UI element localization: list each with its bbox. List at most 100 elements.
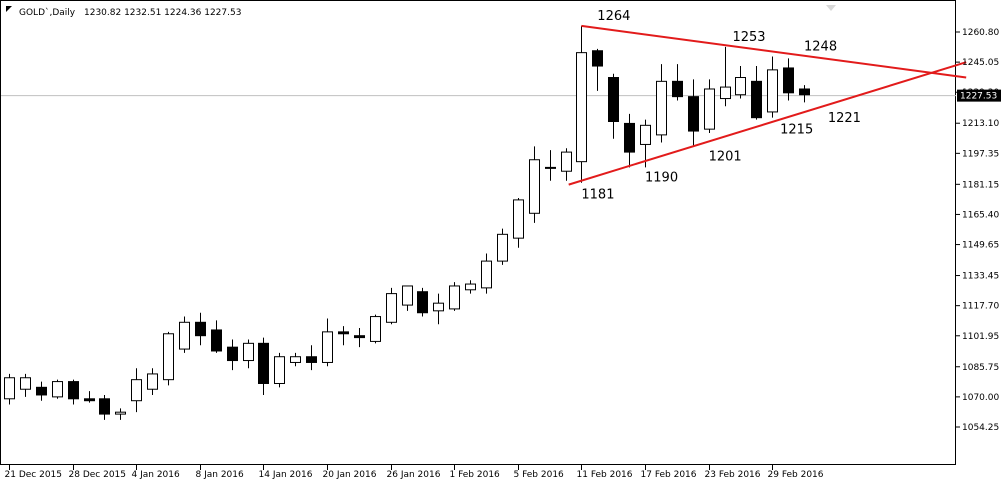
y-tick-label: 1245.05	[962, 58, 999, 68]
x-tick-label: 5 Feb 2016	[514, 470, 565, 480]
y-tick-label: 1149.65	[962, 241, 999, 251]
candle-body-down	[306, 356, 317, 363]
candle	[576, 25, 587, 183]
candle-body-down	[688, 96, 699, 132]
candle	[354, 328, 365, 348]
candle-body-up	[290, 356, 301, 363]
candle-body-up	[274, 356, 285, 384]
x-tick-label: 8 Jan 2016	[196, 470, 244, 480]
candle-body-up	[640, 124, 651, 145]
current-price-label: 1227.53	[960, 92, 997, 102]
candle	[258, 337, 269, 395]
candle	[147, 368, 158, 395]
candle	[163, 331, 174, 386]
candle-body-down	[195, 321, 206, 337]
candle	[720, 46, 731, 107]
candle-body-up	[561, 151, 572, 172]
price-annotation: 1248	[804, 39, 837, 54]
trendline-upper	[581, 24, 967, 79]
candle	[243, 339, 254, 369]
candle-body-down	[338, 331, 349, 335]
y-tick-label: 1165.40	[962, 210, 999, 220]
candle	[195, 312, 206, 346]
candle	[4, 373, 15, 405]
y-tick-label: 1133.45	[962, 272, 999, 282]
candle-body-up	[465, 283, 476, 291]
candle-body-up	[131, 379, 142, 402]
candle	[211, 320, 222, 353]
price-axis: 1260.801245.051229.301213.101197.351181.…	[956, 28, 1001, 433]
candle-body-up	[735, 77, 746, 96]
candle-body-up	[720, 86, 731, 100]
time-axis: 21 Dec 2015 28 Dec 2015 4 Jan 2016 8 Jan 20…	[5, 465, 824, 480]
x-tick-label: 11 Feb 2016	[577, 470, 633, 480]
candle-body-down	[99, 398, 110, 415]
candle	[322, 318, 333, 367]
candle	[52, 379, 63, 399]
candle	[417, 287, 428, 317]
scroll-shift-icon[interactable]	[826, 5, 836, 11]
x-tick-label: 23 Feb 2016	[705, 470, 761, 480]
y-tick-label: 1101.95	[962, 332, 999, 342]
candle	[306, 345, 317, 371]
candle-body-down	[592, 50, 603, 67]
candle	[402, 285, 413, 311]
candle	[704, 79, 715, 133]
price-annotation: 1215	[780, 123, 813, 138]
candle	[481, 253, 492, 294]
candle-body-down	[672, 80, 683, 98]
candle-body-up	[4, 377, 15, 400]
candle-body-down	[783, 67, 794, 94]
candle	[68, 379, 79, 405]
candle-body-down	[227, 346, 238, 362]
candle	[592, 48, 603, 91]
candle	[84, 391, 95, 403]
candle	[624, 113, 635, 168]
y-tick-label: 1070.00	[962, 393, 999, 403]
candle-body-up	[656, 80, 667, 136]
candle-body-up	[322, 331, 333, 363]
y-tick-label: 1117.70	[962, 302, 999, 312]
candle-body-up	[513, 199, 524, 239]
candle	[386, 287, 397, 325]
x-tick-label: 20 Jan 2016	[323, 470, 377, 480]
candle	[672, 64, 683, 101]
y-tick-label: 1197.35	[962, 149, 999, 159]
candle	[131, 368, 142, 413]
chart-symbol-label: GOLD`,Daily	[19, 7, 76, 18]
candle	[20, 373, 31, 397]
candle-body-up	[115, 411, 126, 415]
candle	[561, 148, 572, 181]
x-tick-label: 29 Feb 2016	[768, 470, 824, 480]
trendlines	[568, 24, 967, 186]
price-annotation: 1221	[828, 111, 861, 126]
annotations: 1264 1253 1248 1181 1190 1201 1215 1221	[581, 9, 861, 203]
candle	[529, 146, 540, 223]
candle	[274, 352, 285, 388]
candle	[36, 381, 47, 401]
candle-body-down	[36, 386, 47, 396]
candle	[465, 280, 476, 294]
candle-body-down	[354, 335, 365, 339]
price-annotation: 1190	[645, 170, 678, 185]
candle-body-up	[545, 166, 556, 169]
chart-ohlc-values: 1230.82 1232.51 1224.36 1227.53	[84, 8, 241, 18]
candle	[735, 66, 746, 99]
price-annotation: 1181	[581, 188, 614, 203]
candle	[688, 79, 699, 147]
x-tick-label: 28 Dec 2015	[69, 470, 127, 480]
y-tick-label: 1181.15	[962, 180, 999, 190]
price-annotation: 1253	[732, 30, 765, 45]
candle	[656, 64, 667, 143]
chart-menu-icon[interactable]	[6, 6, 12, 12]
candle	[640, 119, 651, 168]
candle	[497, 228, 508, 265]
candle-body-up	[147, 373, 158, 390]
candle	[115, 408, 126, 420]
candle	[608, 73, 619, 139]
candle-body-up	[402, 285, 413, 306]
candle-body-up	[370, 316, 381, 342]
candle-body-up	[704, 88, 715, 130]
x-tick-label: 21 Dec 2015	[5, 470, 63, 480]
candle	[290, 352, 301, 367]
